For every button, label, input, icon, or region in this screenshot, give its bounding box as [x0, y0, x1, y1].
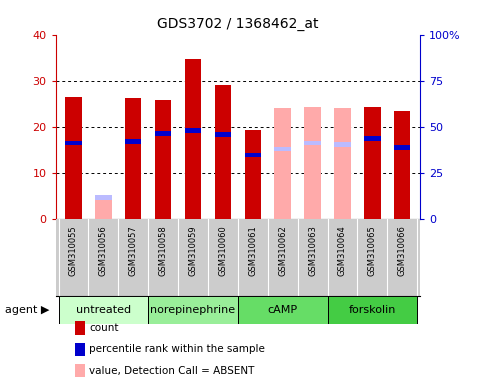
Bar — [334, 108, 351, 219]
Bar — [364, 136, 381, 141]
Bar — [95, 196, 112, 219]
Bar — [155, 131, 171, 136]
Text: GSM310064: GSM310064 — [338, 225, 347, 276]
Bar — [394, 111, 411, 219]
Text: GSM310057: GSM310057 — [129, 225, 138, 276]
Bar — [244, 152, 261, 157]
Text: forskolin: forskolin — [349, 305, 396, 315]
Bar — [244, 130, 261, 219]
Bar — [65, 141, 82, 145]
Text: GSM310061: GSM310061 — [248, 225, 257, 276]
Text: GSM310063: GSM310063 — [308, 225, 317, 276]
Text: GSM310055: GSM310055 — [69, 225, 78, 276]
Bar — [95, 195, 112, 200]
Bar — [58, 296, 148, 324]
Bar — [238, 296, 327, 324]
Bar — [394, 145, 411, 150]
Text: cAMP: cAMP — [268, 305, 298, 315]
Bar — [364, 108, 381, 219]
Text: value, Detection Call = ABSENT: value, Detection Call = ABSENT — [89, 366, 255, 376]
Bar — [334, 142, 351, 147]
Bar — [215, 85, 231, 219]
Bar — [155, 100, 171, 219]
Text: GSM310060: GSM310060 — [218, 225, 227, 276]
Bar — [327, 296, 417, 324]
Text: GSM310062: GSM310062 — [278, 225, 287, 276]
Bar — [304, 141, 321, 145]
Bar — [304, 108, 321, 219]
Bar — [148, 296, 238, 324]
Text: GSM310066: GSM310066 — [398, 225, 407, 276]
Title: GDS3702 / 1368462_at: GDS3702 / 1368462_at — [157, 17, 319, 31]
Text: untreated: untreated — [76, 305, 131, 315]
Text: count: count — [89, 323, 119, 333]
Bar — [274, 108, 291, 219]
Text: norepinephrine: norepinephrine — [151, 305, 236, 315]
Text: GSM310058: GSM310058 — [158, 225, 168, 276]
Bar — [215, 132, 231, 137]
Text: GSM310059: GSM310059 — [188, 225, 198, 276]
Text: agent ▶: agent ▶ — [5, 305, 49, 315]
Bar — [125, 98, 142, 219]
Bar — [274, 147, 291, 151]
Text: percentile rank within the sample: percentile rank within the sample — [89, 344, 265, 354]
Text: GSM310065: GSM310065 — [368, 225, 377, 276]
Text: GSM310056: GSM310056 — [99, 225, 108, 276]
Bar — [125, 139, 142, 144]
Bar — [185, 128, 201, 133]
Bar — [65, 97, 82, 219]
Bar — [185, 59, 201, 219]
